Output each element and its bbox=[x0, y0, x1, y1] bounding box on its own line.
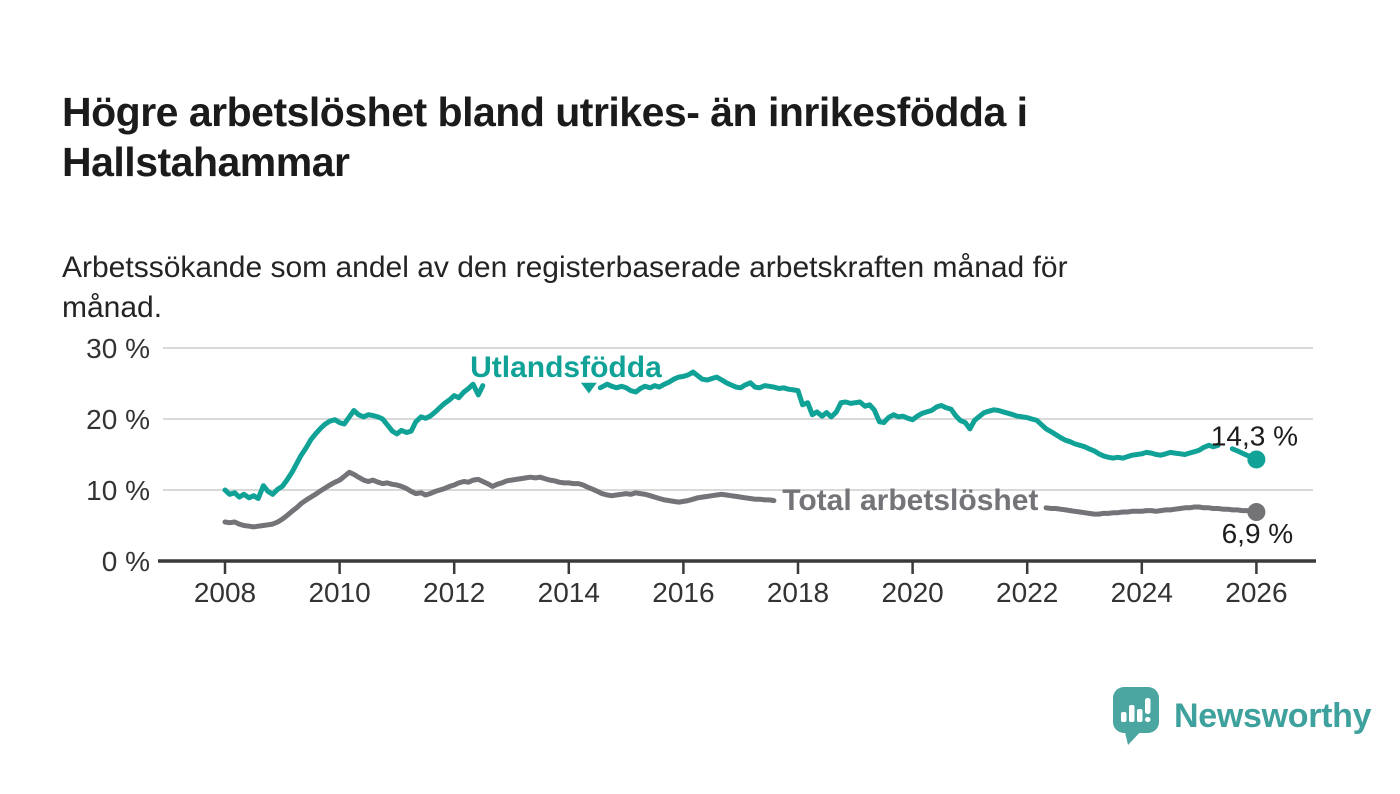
series-line-total bbox=[222, 469, 777, 530]
series-label-pointer-icon-utlandsfodda bbox=[580, 382, 597, 394]
x-axis-tick-label: 2024 bbox=[1111, 577, 1173, 608]
x-axis-tick-label: 2016 bbox=[652, 577, 714, 608]
series-end-dot-utlandsfodda bbox=[1247, 450, 1266, 469]
y-axis-tick-label: 10 % bbox=[86, 475, 150, 506]
x-axis-tick-label: 2012 bbox=[423, 577, 485, 608]
series-label-utlandsfodda: Utlandsfödda bbox=[470, 351, 662, 384]
series-line-utlandsfodda bbox=[222, 381, 486, 501]
x-axis-tick-label: 2020 bbox=[881, 577, 943, 608]
end-value-label-total: 6,9 % bbox=[1222, 518, 1294, 549]
series-label-total: Total arbetslöshet bbox=[782, 484, 1038, 517]
newsworthy-logo-text: Newsworthy bbox=[1174, 696, 1372, 735]
newsworthy-logo-icon bbox=[1113, 687, 1159, 745]
end-value-label-utlandsfodda: 14,3 % bbox=[1211, 420, 1298, 451]
series-end-dot-total bbox=[1247, 503, 1266, 522]
y-axis-tick-label: 0 % bbox=[102, 546, 150, 577]
newsworthy-logo: Newsworthy bbox=[1112, 686, 1372, 746]
x-axis-tick-label: 2010 bbox=[308, 577, 370, 608]
chart-title: Högre arbetslöshet bland utrikes- än inr… bbox=[62, 89, 1028, 186]
y-axis-tick-label: 20 % bbox=[86, 404, 150, 435]
chart-subtitle: Arbetssökande som andel av den registerb… bbox=[62, 251, 1068, 324]
series-line-total bbox=[1043, 504, 1259, 517]
x-axis-tick-label: 2022 bbox=[996, 577, 1058, 608]
y-axis-tick-label: 30 % bbox=[86, 333, 150, 364]
x-axis-tick-label: 2026 bbox=[1225, 577, 1287, 608]
x-axis-tick-label: 2008 bbox=[194, 577, 256, 608]
series-line-utlandsfodda bbox=[597, 369, 1221, 461]
x-axis-tick-label: 2014 bbox=[538, 577, 600, 608]
x-axis-tick-label: 2018 bbox=[767, 577, 829, 608]
